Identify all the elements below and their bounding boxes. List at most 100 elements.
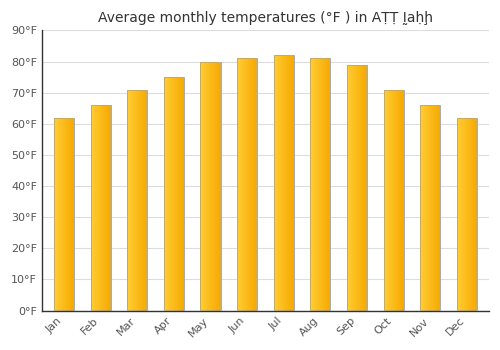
Bar xyxy=(464,118,465,310)
Bar xyxy=(434,105,435,310)
Bar xyxy=(237,58,238,310)
Bar xyxy=(459,118,460,310)
Bar xyxy=(94,105,95,310)
Bar xyxy=(351,65,352,310)
Bar xyxy=(433,105,434,310)
Bar xyxy=(420,105,421,310)
Bar xyxy=(165,77,166,310)
Bar xyxy=(439,105,440,310)
Bar xyxy=(310,58,330,310)
Bar xyxy=(362,65,363,310)
Bar xyxy=(68,118,70,310)
Bar xyxy=(327,58,328,310)
Bar xyxy=(357,65,358,310)
Bar xyxy=(215,62,216,310)
Bar xyxy=(358,65,359,310)
Bar xyxy=(164,77,165,310)
Bar xyxy=(213,62,214,310)
Bar xyxy=(253,58,254,310)
Bar xyxy=(384,90,385,310)
Bar xyxy=(293,55,294,310)
Bar xyxy=(282,55,283,310)
Bar xyxy=(251,58,252,310)
Title: Average monthly temperatures (°F ) in AṬṬ Ḭaḥḩ: Average monthly temperatures (°F ) in AṬ… xyxy=(98,11,433,25)
Bar xyxy=(347,65,367,310)
Bar xyxy=(201,62,202,310)
Bar xyxy=(54,118,74,310)
Bar xyxy=(216,62,217,310)
Bar xyxy=(207,62,208,310)
Bar xyxy=(398,90,399,310)
Bar xyxy=(54,118,56,310)
Bar xyxy=(129,90,130,310)
Bar xyxy=(60,118,62,310)
Bar xyxy=(348,65,349,310)
Bar xyxy=(168,77,169,310)
Bar xyxy=(176,77,177,310)
Bar xyxy=(397,90,398,310)
Bar xyxy=(174,77,175,310)
Bar xyxy=(457,118,458,310)
Bar xyxy=(402,90,403,310)
Bar xyxy=(237,58,257,310)
Bar xyxy=(466,118,467,310)
Bar xyxy=(244,58,245,310)
Bar xyxy=(290,55,291,310)
Bar xyxy=(144,90,146,310)
Bar xyxy=(462,118,463,310)
Bar xyxy=(347,65,348,310)
Bar xyxy=(203,62,204,310)
Bar xyxy=(364,65,365,310)
Bar xyxy=(106,105,108,310)
Bar xyxy=(319,58,320,310)
Bar xyxy=(396,90,397,310)
Bar xyxy=(320,58,321,310)
Bar xyxy=(166,77,167,310)
Bar xyxy=(218,62,219,310)
Bar xyxy=(96,105,98,310)
Bar xyxy=(457,118,477,310)
Bar xyxy=(252,58,253,310)
Bar xyxy=(133,90,134,310)
Bar xyxy=(57,118,58,310)
Bar xyxy=(209,62,210,310)
Bar xyxy=(286,55,287,310)
Bar xyxy=(468,118,469,310)
Bar xyxy=(66,118,68,310)
Bar xyxy=(91,105,92,310)
Bar xyxy=(139,90,140,310)
Bar xyxy=(435,105,436,310)
Bar xyxy=(180,77,182,310)
Bar xyxy=(422,105,423,310)
Bar xyxy=(210,62,211,310)
Bar xyxy=(175,77,176,310)
Bar xyxy=(93,105,94,310)
Bar xyxy=(167,77,168,310)
Bar xyxy=(177,77,178,310)
Bar xyxy=(217,62,218,310)
Bar xyxy=(255,58,256,310)
Bar xyxy=(365,65,366,310)
Bar xyxy=(349,65,350,310)
Bar xyxy=(432,105,433,310)
Bar xyxy=(394,90,395,310)
Bar xyxy=(179,77,180,310)
Bar xyxy=(388,90,389,310)
Bar xyxy=(200,62,220,310)
Bar xyxy=(276,55,277,310)
Bar xyxy=(458,118,459,310)
Bar xyxy=(206,62,207,310)
Bar xyxy=(467,118,468,310)
Bar xyxy=(430,105,431,310)
Bar xyxy=(438,105,439,310)
Bar xyxy=(108,105,110,310)
Bar xyxy=(58,118,59,310)
Bar xyxy=(323,58,324,310)
Bar xyxy=(249,58,250,310)
Bar xyxy=(473,118,474,310)
Bar xyxy=(421,105,422,310)
Bar xyxy=(278,55,279,310)
Bar xyxy=(352,65,353,310)
Bar xyxy=(389,90,390,310)
Bar xyxy=(70,118,72,310)
